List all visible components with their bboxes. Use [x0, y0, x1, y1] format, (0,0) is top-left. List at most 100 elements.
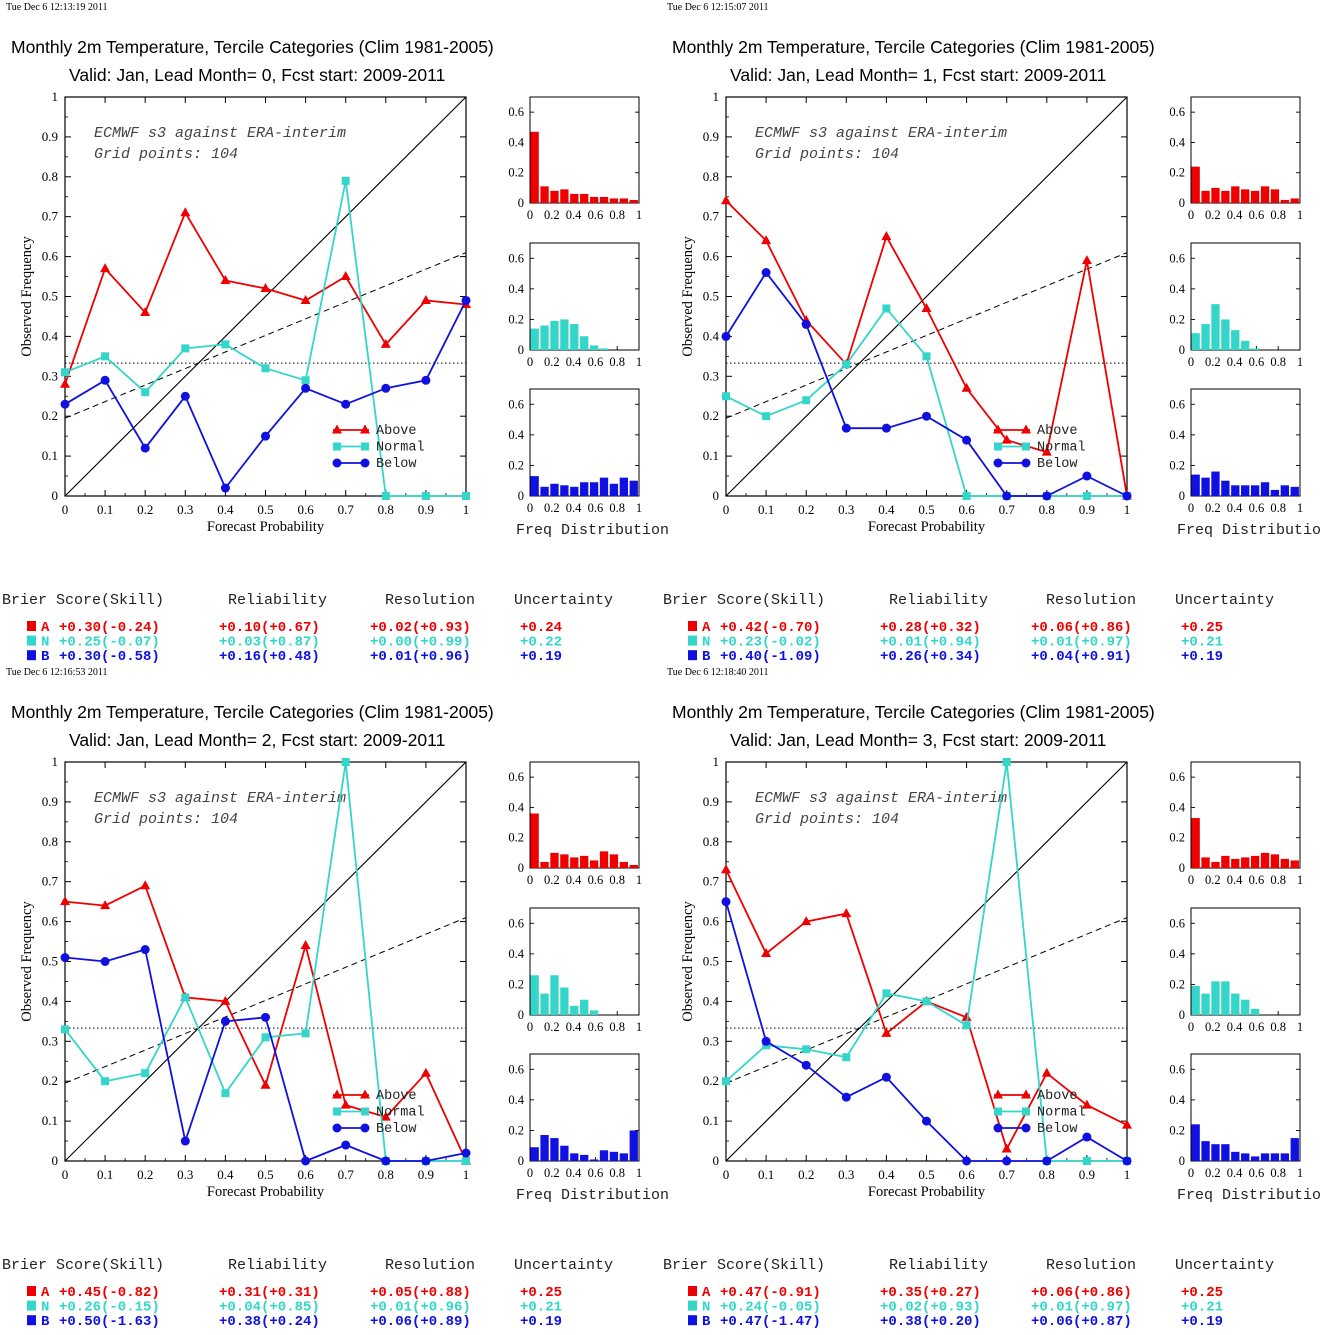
hist-x-tick-label: 0.6 [1249, 1020, 1265, 1034]
data-point-below [721, 897, 731, 907]
data-point-normal [101, 1077, 110, 1086]
hist-x-tick-label: 0 [1188, 1166, 1194, 1180]
hist-y-tick-label: 0.2 [508, 458, 524, 472]
histogram-bar-below [530, 476, 539, 496]
data-point-above [721, 195, 731, 205]
data-point-above [300, 940, 311, 950]
histogram-bar-above [540, 861, 549, 868]
data-point-below [1042, 491, 1052, 501]
hist-x-tick-label: 0 [527, 355, 533, 369]
annotation-text: Grid points: 104 [94, 811, 238, 828]
x-tick-label: 0.3 [177, 502, 193, 517]
y-tick-label: 0.6 [42, 249, 59, 264]
y-tick-label: 0.2 [703, 1073, 719, 1088]
hist-y-tick-label: 0.6 [508, 251, 524, 265]
legend-label-above: Above [1037, 1089, 1078, 1104]
histogram-bar-normal [1231, 993, 1240, 1015]
score-resolution: +0.02(+0.93) [370, 620, 471, 636]
histogram-bar-below [589, 1159, 599, 1161]
data-point-below [261, 1012, 270, 1022]
reliability-panel: Tue Dec 6 12:16:53 2011 Monthly 2m Temper… [2, 667, 669, 1330]
histogram-bar-below [1201, 477, 1210, 496]
legend-label-below: Below [376, 457, 417, 472]
hist-y-tick-label: 0.6 [508, 770, 524, 784]
score-brier: +0.30(-0.24) [59, 620, 160, 636]
score-reliability: +0.38(+0.20) [880, 1314, 981, 1330]
histogram-bar-above [1201, 190, 1210, 203]
x-tick-label: 0.2 [137, 502, 153, 517]
score-reliability: +0.38(+0.24) [219, 1314, 320, 1330]
no-skill-line [725, 917, 1128, 1084]
y-tick-label: 0.6 [703, 914, 720, 929]
hist-x-tick-label: 0.2 [544, 1020, 560, 1034]
hist-y-tick-label: 0.6 [1169, 105, 1185, 119]
x-tick-label: 0.2 [798, 502, 814, 517]
y-tick-label: 0.4 [703, 328, 720, 343]
hist-y-tick-label: 0.4 [1169, 428, 1185, 442]
data-point-below [962, 435, 972, 445]
histogram-bar-below [619, 477, 628, 496]
y-axis-label: Observed Frequency [680, 901, 696, 1022]
score-color-swatch [27, 650, 36, 661]
histogram-bar-above [1231, 858, 1240, 868]
data-point-above [340, 271, 351, 281]
hist-x-tick-label: 0.8 [1270, 501, 1286, 515]
hist-x-tick-label: 0.6 [588, 501, 604, 515]
data-point-above [1041, 1067, 1052, 1077]
data-point-normal [261, 364, 270, 373]
score-color-swatch [27, 621, 36, 631]
data-point-above [380, 338, 391, 348]
x-tick-label: 0 [723, 1167, 730, 1182]
timestamp: Tue Dec 6 12:13:19 2011 [6, 2, 107, 13]
data-point-normal [1082, 492, 1091, 500]
legend-marker-above [360, 1089, 370, 1099]
hist-x-tick-label: 0.4 [1227, 355, 1243, 369]
hist-x-tick-label: 0.2 [544, 501, 560, 515]
score-brier: +0.45(-0.82) [59, 1285, 160, 1301]
x-tick-label: 0.6 [958, 1167, 975, 1182]
legend-marker-normal [333, 1107, 341, 1116]
histogram-bar-below [1290, 1138, 1299, 1161]
score-row-label: N [41, 1300, 49, 1316]
histogram-bar-below [530, 1147, 539, 1161]
hist-x-tick-label: 0.6 [588, 1166, 604, 1180]
score-header: Uncertainty [514, 1257, 613, 1274]
score-color-swatch [688, 621, 697, 631]
x-tick-label: 0.5 [918, 502, 934, 517]
no-skill-line [725, 252, 1128, 419]
y-tick-label: 0.5 [703, 289, 719, 304]
hist-x-tick-label: 0.8 [609, 1020, 625, 1034]
score-uncertainty: +0.21 [1181, 1300, 1223, 1316]
histogram-bar-below [1260, 1153, 1270, 1161]
y-tick-label: 0.3 [42, 1033, 58, 1048]
histogram-bar-above [540, 186, 549, 203]
hist-y-tick-label: 0 [518, 1154, 524, 1168]
hist-x-tick-label: 0 [527, 873, 533, 887]
score-uncertainty: +0.19 [1181, 1314, 1223, 1330]
hist-x-tick-label: 0.8 [609, 501, 625, 515]
x-axis-label: Forecast Probability [207, 1184, 325, 1200]
score-brier: +0.50(-1.63) [59, 1314, 160, 1330]
histogram-bar-normal [580, 336, 589, 350]
annotation-text: ECMWF s3 against ERA-interim [94, 790, 346, 807]
histogram-bar-below [1270, 1153, 1280, 1161]
hist-y-tick-label: 0 [1179, 1008, 1185, 1022]
data-point-below [841, 423, 851, 433]
data-point-normal [381, 492, 390, 500]
data-point-normal [802, 396, 811, 405]
histogram-bar-normal [599, 348, 609, 350]
hist-y-tick-label: 0.4 [508, 947, 524, 961]
data-point-below [1042, 1156, 1052, 1166]
hist-x-tick-label: 0.2 [1205, 355, 1221, 369]
histogram-bar-below [1221, 1144, 1230, 1161]
data-point-normal [842, 1053, 851, 1062]
score-color-swatch [27, 635, 36, 646]
data-point-normal [962, 492, 971, 500]
legend-label-above: Above [376, 1089, 417, 1104]
y-tick-label: 0.6 [42, 914, 59, 929]
histogram-bar-above [1241, 189, 1250, 203]
histogram-bar-normal [1191, 985, 1200, 1015]
data-point-normal [1002, 758, 1011, 766]
hist-y-tick-label: 0.6 [1169, 1062, 1185, 1076]
hist-x-tick-label: 0.8 [609, 208, 625, 222]
